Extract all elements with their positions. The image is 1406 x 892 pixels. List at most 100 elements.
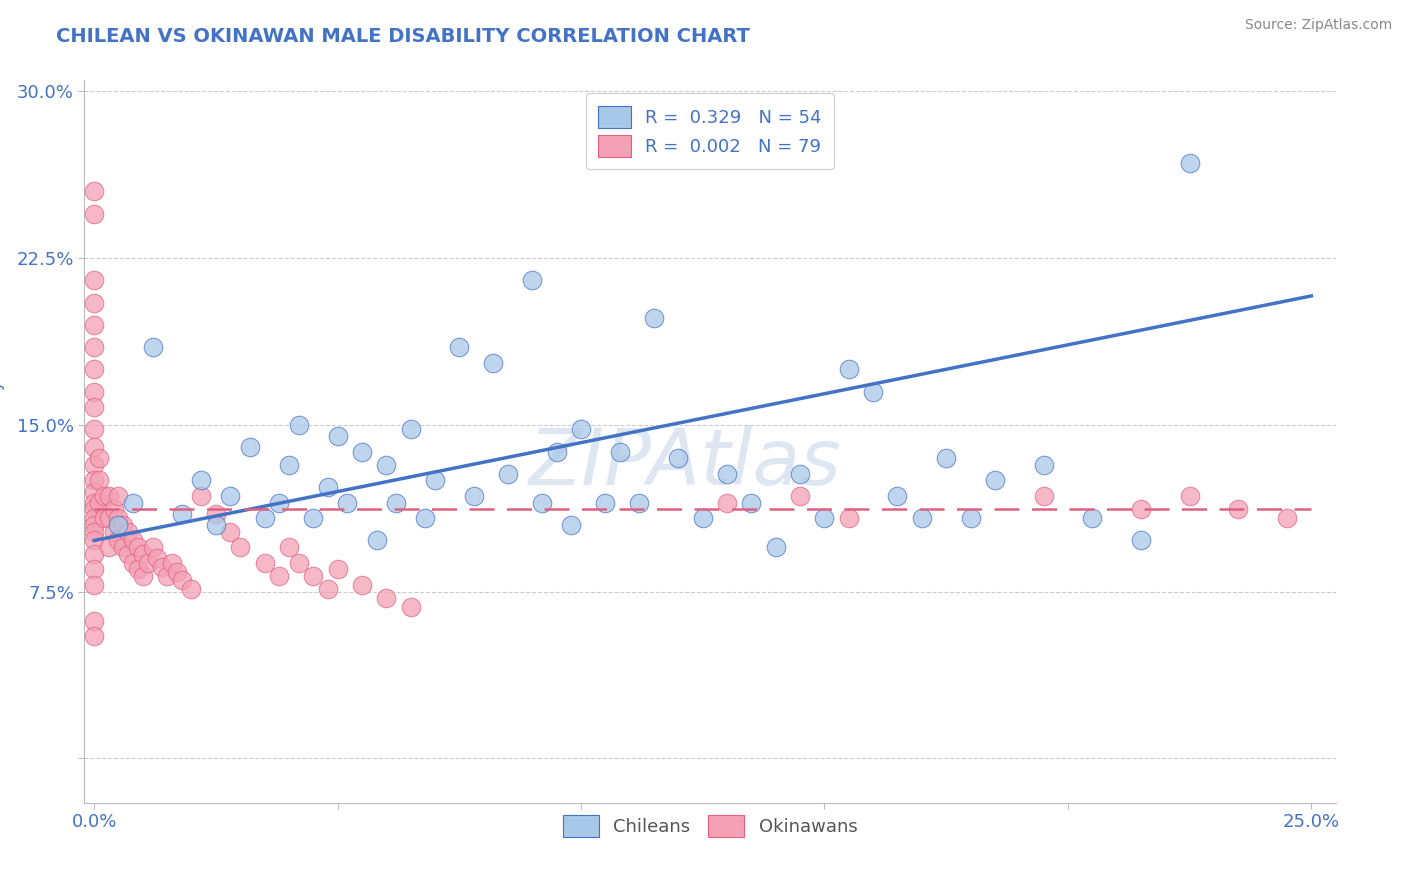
Point: [83, 511, 105, 525]
Point: [170, 574, 193, 588]
Point: [326, 562, 349, 576]
Text: ZIPAtlas: ZIPAtlas: [529, 425, 841, 501]
Point: [122, 556, 145, 570]
Point: [595, 496, 617, 510]
Point: [959, 511, 981, 525]
Point: [83, 474, 105, 488]
Point: [112, 517, 135, 532]
Point: [136, 556, 159, 570]
Point: [269, 496, 291, 510]
Point: [107, 533, 129, 548]
Point: [716, 467, 738, 481]
Point: [205, 507, 228, 521]
Point: [83, 578, 105, 592]
Point: [302, 569, 325, 583]
Point: [190, 489, 212, 503]
Point: [180, 582, 202, 597]
Point: [117, 547, 139, 561]
Point: [609, 444, 631, 458]
Point: [83, 440, 105, 454]
Point: [287, 556, 309, 570]
Point: [122, 533, 145, 548]
Point: [1032, 489, 1054, 503]
Point: [219, 489, 242, 503]
Point: [1178, 155, 1201, 169]
Point: [107, 517, 129, 532]
Point: [302, 511, 325, 525]
Point: [97, 489, 120, 503]
Point: [935, 451, 957, 466]
Point: [838, 511, 860, 525]
Point: [838, 362, 860, 376]
Point: [1032, 458, 1054, 472]
Point: [1129, 502, 1152, 516]
Text: CHILEAN VS OKINAWAN MALE DISABILITY CORRELATION CHART: CHILEAN VS OKINAWAN MALE DISABILITY CORR…: [56, 27, 751, 45]
Point: [83, 496, 105, 510]
Y-axis label: Male Disability: Male Disability: [0, 381, 6, 502]
Point: [531, 496, 554, 510]
Point: [336, 496, 359, 510]
Point: [496, 467, 519, 481]
Point: [170, 507, 193, 521]
Point: [83, 562, 105, 576]
Point: [87, 496, 110, 510]
Point: [87, 474, 110, 488]
Point: [350, 444, 373, 458]
Point: [205, 517, 228, 532]
Point: [1129, 533, 1152, 548]
Point: [83, 517, 105, 532]
Point: [83, 318, 105, 332]
Point: [692, 511, 714, 525]
Point: [666, 451, 689, 466]
Point: [127, 540, 149, 554]
Point: [253, 511, 276, 525]
Point: [862, 384, 884, 399]
Point: [716, 496, 738, 510]
Point: [160, 556, 183, 570]
Point: [984, 474, 1007, 488]
Point: [112, 540, 135, 554]
Point: [83, 614, 105, 628]
Point: [229, 540, 252, 554]
Point: [103, 502, 125, 516]
Point: [253, 556, 276, 570]
Point: [83, 524, 105, 539]
Point: [83, 400, 105, 414]
Point: [107, 511, 129, 525]
Point: [399, 422, 422, 436]
Point: [83, 207, 105, 221]
Point: [156, 569, 179, 583]
Point: [789, 489, 811, 503]
Point: [83, 185, 105, 199]
Point: [97, 540, 120, 554]
Point: [375, 591, 398, 606]
Point: [83, 273, 105, 287]
Point: [83, 484, 105, 499]
Point: [83, 384, 105, 399]
Point: [482, 356, 505, 370]
Point: [1081, 511, 1104, 525]
Point: [522, 273, 544, 287]
Point: [83, 295, 105, 310]
Point: [219, 524, 242, 539]
Point: [350, 578, 373, 592]
Point: [789, 467, 811, 481]
Point: [449, 340, 471, 354]
Legend: Chileans, Okinawans: Chileans, Okinawans: [555, 808, 865, 845]
Point: [277, 540, 299, 554]
Point: [316, 480, 339, 494]
Point: [87, 451, 110, 466]
Point: [122, 496, 145, 510]
Point: [93, 489, 115, 503]
Point: [1178, 489, 1201, 503]
Point: [117, 524, 139, 539]
Point: [463, 489, 485, 503]
Point: [886, 489, 908, 503]
Point: [166, 565, 188, 579]
Point: [93, 511, 115, 525]
Point: [413, 511, 436, 525]
Point: [423, 474, 446, 488]
Point: [1275, 511, 1298, 525]
Point: [269, 569, 291, 583]
Point: [740, 496, 762, 510]
